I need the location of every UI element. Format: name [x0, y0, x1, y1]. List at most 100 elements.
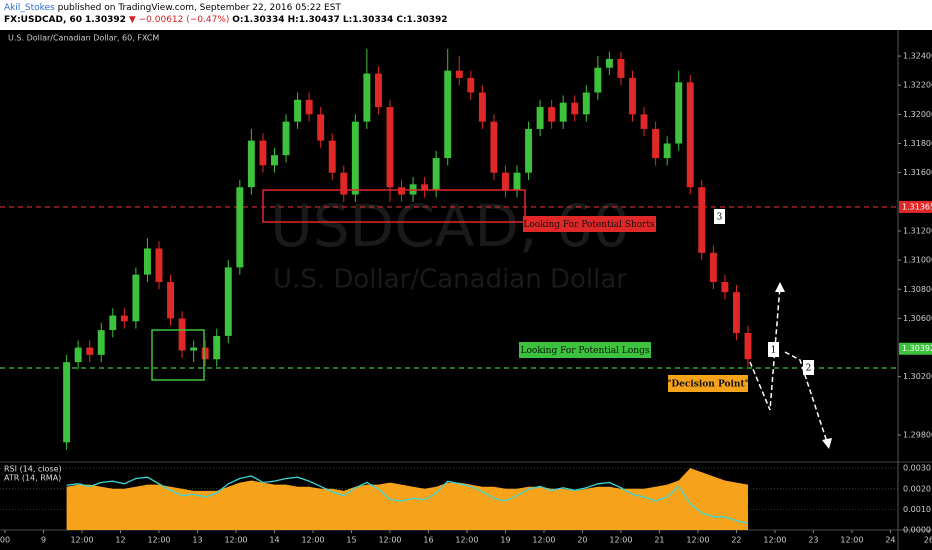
ohlc: O:1.30334 H:1.30437 L:1.30334 C:1.30392: [232, 15, 448, 25]
x-tick-label: 12:00: [378, 536, 401, 545]
x-tick-label: 16: [423, 536, 433, 545]
label-box: [803, 360, 814, 375]
candle-body: [744, 333, 752, 360]
x-tick-label: 22: [731, 536, 741, 545]
x-tick-label: 12:00: [70, 536, 93, 545]
wave-label: 3: [717, 213, 723, 223]
y-tick-label: 1.32000: [903, 110, 932, 119]
x-tick-label: 12:00: [301, 536, 324, 545]
candle-body: [132, 274, 140, 322]
candle-body: [559, 102, 567, 122]
candle-body: [167, 281, 175, 319]
wave-label: 1: [771, 346, 777, 356]
watermark-subtitle: U.S. Dollar/Canadian Dollar: [273, 265, 627, 295]
candle-body: [328, 140, 336, 173]
candle-body: [386, 107, 394, 188]
y-tick-label: 1.31200: [903, 226, 932, 235]
candle-body: [629, 77, 636, 115]
last-price: 1.30392: [84, 15, 126, 25]
shorts-label: Looking For Potential Shorts: [523, 220, 655, 230]
candle-body: [86, 347, 94, 355]
change: ▼ −0.00612 (−0.47%): [128, 15, 230, 25]
author[interactable]: Akil_Stokes: [4, 3, 55, 13]
candle-body: [63, 362, 71, 443]
y-tick-label: 0.0010: [903, 505, 931, 514]
longs-label: Looking For Potential Longs: [521, 346, 650, 356]
candle-body: [213, 335, 221, 360]
wave-label: 2: [806, 364, 812, 374]
candle-body: [582, 92, 590, 115]
arrowhead: [775, 282, 785, 292]
x-tick-label: 12:00: [609, 536, 632, 545]
x-tick-label: 15: [346, 536, 356, 545]
candle-body: [259, 140, 267, 166]
x-tick-label: 26: [924, 536, 932, 545]
candle-body: [490, 121, 498, 173]
arrow: [749, 285, 781, 411]
chart-title: U.S. Dollar/Canadian Dollar, 60, FXCM: [8, 34, 159, 43]
price-label-box: [899, 200, 932, 213]
label-box: [714, 209, 725, 224]
symbol: FX:USDCAD, 60: [4, 15, 83, 25]
candle-body: [363, 73, 371, 122]
decision-label: "Decision Point": [667, 380, 750, 390]
x-tick-label: 21: [654, 536, 664, 545]
label-box: [523, 216, 656, 232]
y-tick-label: 0.0030: [903, 464, 931, 473]
candle-body: [236, 187, 244, 268]
candle-body: [109, 315, 117, 331]
candle-body: [97, 330, 105, 355]
y-tick-label: 0.0020: [903, 484, 931, 493]
candle-body: [224, 267, 232, 336]
candle-body: [709, 252, 717, 282]
x-tick-label: 23: [808, 536, 818, 545]
candle-body: [271, 155, 278, 166]
y-tick-label: 1.30800: [903, 285, 932, 294]
candle-body: [421, 184, 429, 191]
x-tick-label: 24: [885, 536, 895, 545]
candle-body: [663, 143, 671, 159]
rsi-line: [66, 475, 749, 525]
candle-body: [605, 58, 613, 68]
candle-body: [675, 82, 683, 144]
candle-body: [178, 318, 186, 351]
candle-body: [617, 58, 625, 78]
candle-body: [732, 292, 740, 333]
marks: 1.32400 1.32200 1.32000 1.31800 1.31600 1.312…: [0, 48, 932, 545]
x-tick-label: 12:00: [147, 536, 170, 545]
candle-body: [351, 121, 359, 195]
x-tick-label: 12:00: [686, 536, 709, 545]
y-tick-label: 0.0000: [903, 526, 931, 535]
candle-body: [686, 82, 694, 188]
candle-body: [143, 248, 151, 275]
price-label-box: [899, 342, 932, 355]
candle-body: [640, 114, 648, 129]
x-tick-label: 12:00: [840, 536, 863, 545]
candle-body: [201, 347, 209, 360]
header: Akil_Stokes published on TradingView.com…: [0, 0, 932, 30]
candle-body: [513, 172, 521, 191]
candle-body: [120, 315, 128, 322]
price-label: 1.30392: [902, 344, 932, 353]
projection-arrows: [749, 285, 829, 446]
x-tick-label: 00: [0, 536, 10, 545]
candle-body: [698, 187, 706, 253]
chart: U.S. Dollar/Canadian Dollar, 60, FXCM US…: [0, 30, 932, 550]
y-tick-label: 1.31600: [903, 168, 932, 177]
x-tick-label: 12:00: [455, 536, 478, 545]
candle-body: [525, 128, 533, 173]
y-tick-label: 1.31000: [903, 256, 932, 265]
support-box: [151, 329, 205, 381]
candle-body: [247, 140, 255, 188]
label-box: [668, 375, 748, 392]
indicator-name: ATR (14, RMA): [4, 474, 61, 483]
candle-body: [317, 114, 325, 141]
price-label: 1.31365: [902, 202, 932, 211]
x-tick-label: 12:00: [224, 536, 247, 545]
arrowhead: [822, 438, 832, 449]
candle-body: [721, 281, 729, 293]
candle-body: [536, 107, 544, 129]
arrow: [784, 351, 829, 446]
y-tick-label: 1.31800: [903, 139, 932, 148]
